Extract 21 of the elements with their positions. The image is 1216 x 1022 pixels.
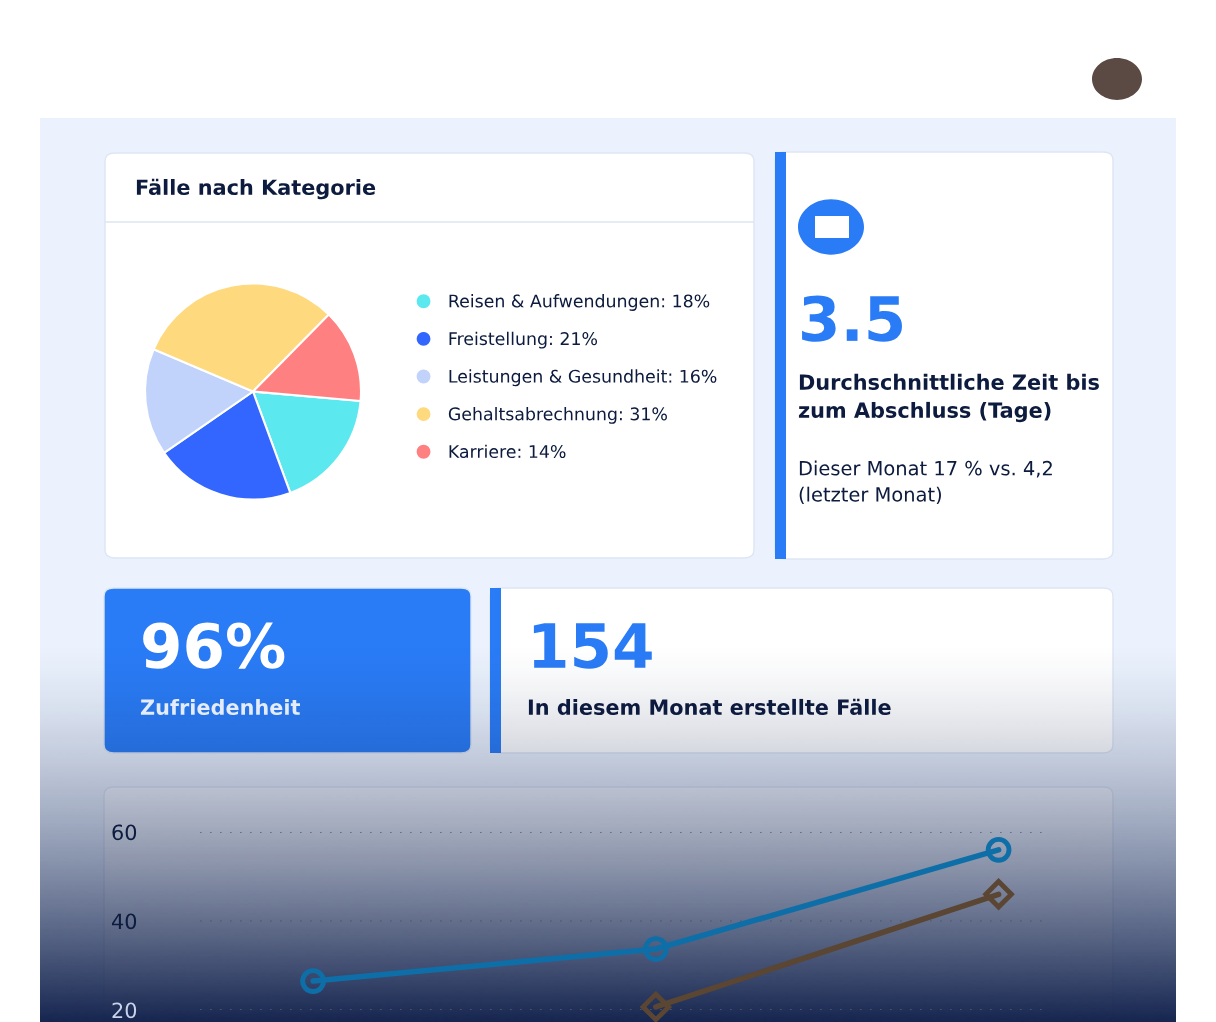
legend-label: Leistungen & Gesundheit: 16%: [449, 369, 717, 387]
y-tick-label: 60: [112, 824, 137, 841]
legend-label: Reisen & Aufwendungen: 18%: [449, 294, 710, 311]
text: 96%: [143, 622, 285, 669]
text: 3.5: [802, 295, 902, 342]
point: [640, 991, 672, 1022]
text: Dieser Monat 17 % vs. 4,2 (letzter Monat): [799, 460, 1052, 505]
point: [983, 879, 1014, 910]
chart-title: Fälle nach Kategorie: [136, 178, 376, 200]
text: 154: [533, 623, 652, 669]
legend-label: Gehaltsabrechnung: 31%: [448, 407, 667, 424]
y-tick-label: 40: [112, 913, 137, 930]
legend-label: Karriere: 14%: [449, 444, 566, 459]
text: Zufriedenheit: [140, 698, 301, 716]
text: Durchschnittliche Zeit bis zum Abschluss (Tage): [798, 373, 1099, 423]
point: [643, 936, 669, 962]
text: In diesem Monat erstellte Fälle: [528, 698, 891, 716]
point: [985, 836, 1012, 863]
point: [300, 968, 326, 994]
y-tick-label: 20: [112, 1002, 137, 1019]
legend-label: Freistellung: 21%: [449, 331, 598, 349]
